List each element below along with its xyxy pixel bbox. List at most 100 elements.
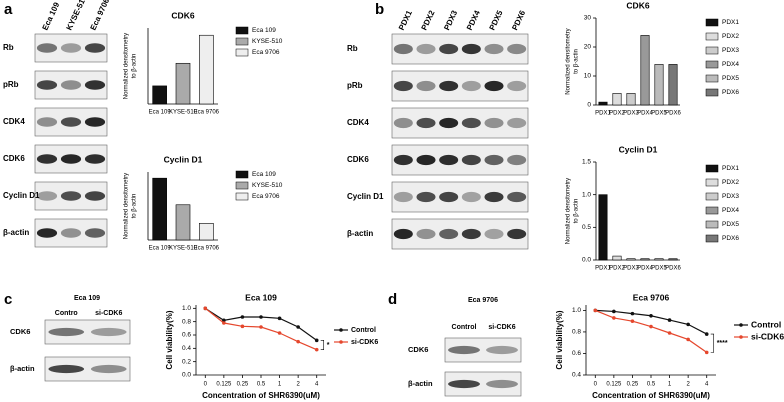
legend-swatch — [235, 192, 249, 201]
x-tick-label: 4 — [705, 382, 709, 388]
y-tick-label: 1.0 — [582, 191, 591, 198]
data-point — [704, 332, 709, 336]
blot-band — [416, 80, 436, 92]
blot-frame — [391, 218, 529, 250]
blot-band — [484, 191, 504, 203]
chart-title: CDK6 — [626, 0, 649, 10]
data-point — [222, 318, 226, 323]
legend-label: Eca 109 — [252, 27, 276, 34]
blot-band — [48, 327, 85, 337]
bar — [640, 258, 650, 261]
x-axis-label: Concentration of SHR6390(uM) — [592, 391, 710, 400]
lane-label: si-CDK6 — [95, 310, 122, 317]
legend-swatch — [705, 206, 719, 215]
bar — [668, 64, 678, 106]
legend-marker — [339, 340, 343, 344]
lane-label: PDX4 — [465, 8, 482, 31]
data-point — [240, 324, 245, 329]
x-tick-label: 0 — [204, 382, 208, 388]
data-point — [314, 338, 319, 343]
bar — [612, 255, 622, 261]
x-tick-label: 2 — [296, 382, 300, 388]
lane-label: PDX2 — [420, 8, 437, 31]
x-tick-label: 0.5 — [257, 382, 266, 388]
blot-band — [36, 43, 58, 53]
y-tick-label: 30 — [584, 15, 592, 22]
x-tick-label: Eca 9706 — [194, 110, 220, 116]
y-axis-label: to β-actin — [574, 49, 580, 74]
x-tick-label: 2 — [686, 382, 690, 388]
blot-band — [90, 364, 127, 374]
lane-label: PDX1 — [397, 8, 414, 31]
legend-label: PDX2 — [722, 33, 739, 40]
lane-label: si-CDK6 — [488, 324, 515, 331]
row-label: CDK6 — [408, 345, 428, 354]
y-tick-label: 0.8 — [572, 329, 581, 336]
blot-band — [507, 117, 527, 129]
blot-band — [393, 228, 413, 240]
blot-band — [84, 117, 106, 127]
blot-frame — [391, 33, 529, 65]
x-tick-label: PDX4 — [637, 111, 653, 117]
x-tick-label: 4 — [315, 382, 319, 388]
chart-title: Eca 109 — [245, 292, 277, 302]
legend-label: PDX1 — [722, 19, 739, 26]
data-point — [630, 311, 635, 316]
data-point — [649, 324, 653, 329]
y-axis-label: Normalized densitometry — [124, 173, 130, 239]
legend-swatch — [705, 32, 719, 41]
blot-frame — [391, 70, 529, 102]
row-label: CDK4 — [347, 118, 369, 127]
y-tick-label: 1.0 — [572, 307, 581, 314]
legend-swatch — [705, 192, 719, 201]
lane-label: Control — [452, 324, 477, 331]
legend-label: PDX4 — [722, 61, 739, 68]
y-tick-label: 0.2 — [182, 358, 191, 365]
data-point — [667, 318, 672, 322]
data-point — [649, 313, 653, 318]
blot-band — [486, 345, 518, 355]
legend-swatch — [705, 74, 719, 83]
x-tick-label: 0.25 — [237, 382, 249, 388]
chart-title: Cyclin D1 — [164, 154, 203, 164]
data-point — [667, 331, 672, 335]
x-tick-label: PDX2 — [609, 111, 625, 117]
legend-label: PDX3 — [722, 47, 739, 54]
blot-band — [36, 154, 58, 164]
x-tick-label: 0.125 — [606, 382, 622, 388]
data-point — [296, 325, 300, 329]
row-label: β-actin — [3, 228, 29, 237]
blot-band — [36, 117, 58, 127]
legend-swatch — [705, 164, 719, 173]
blot-band — [448, 379, 480, 389]
row-label: β-actin — [10, 364, 35, 373]
blot-band — [507, 80, 527, 92]
y-tick-label: 1.5 — [582, 159, 591, 166]
legend-swatch — [705, 178, 719, 187]
lane-label: Eca 109 — [41, 0, 62, 31]
legend-swatch — [235, 170, 249, 179]
x-axis-label: Concentration of SHR6390(uM) — [202, 391, 320, 400]
series-line — [204, 307, 318, 341]
blot-band — [416, 154, 436, 166]
bar — [152, 85, 167, 105]
blot-band — [90, 327, 127, 337]
x-tick-label: 0.25 — [627, 382, 639, 388]
lane-label: Eca 9706 — [89, 0, 112, 32]
legend-label: Control — [351, 327, 376, 334]
panel-letter: a — [4, 1, 13, 18]
y-axis-label: Cell viability(%) — [165, 310, 174, 369]
chart-title: Eca 9706 — [633, 292, 670, 302]
lane-label: KYSE-510 — [65, 0, 89, 32]
blot-band — [439, 228, 459, 240]
data-point — [277, 331, 282, 335]
data-point — [686, 337, 690, 342]
blot-band — [439, 191, 459, 203]
lane-label: PDX5 — [488, 8, 505, 31]
x-tick-label: PDX3 — [623, 111, 639, 117]
blot-band — [393, 191, 413, 203]
blot-band — [84, 43, 106, 53]
y-tick-label: 1.0 — [182, 305, 191, 312]
data-point — [296, 339, 300, 344]
